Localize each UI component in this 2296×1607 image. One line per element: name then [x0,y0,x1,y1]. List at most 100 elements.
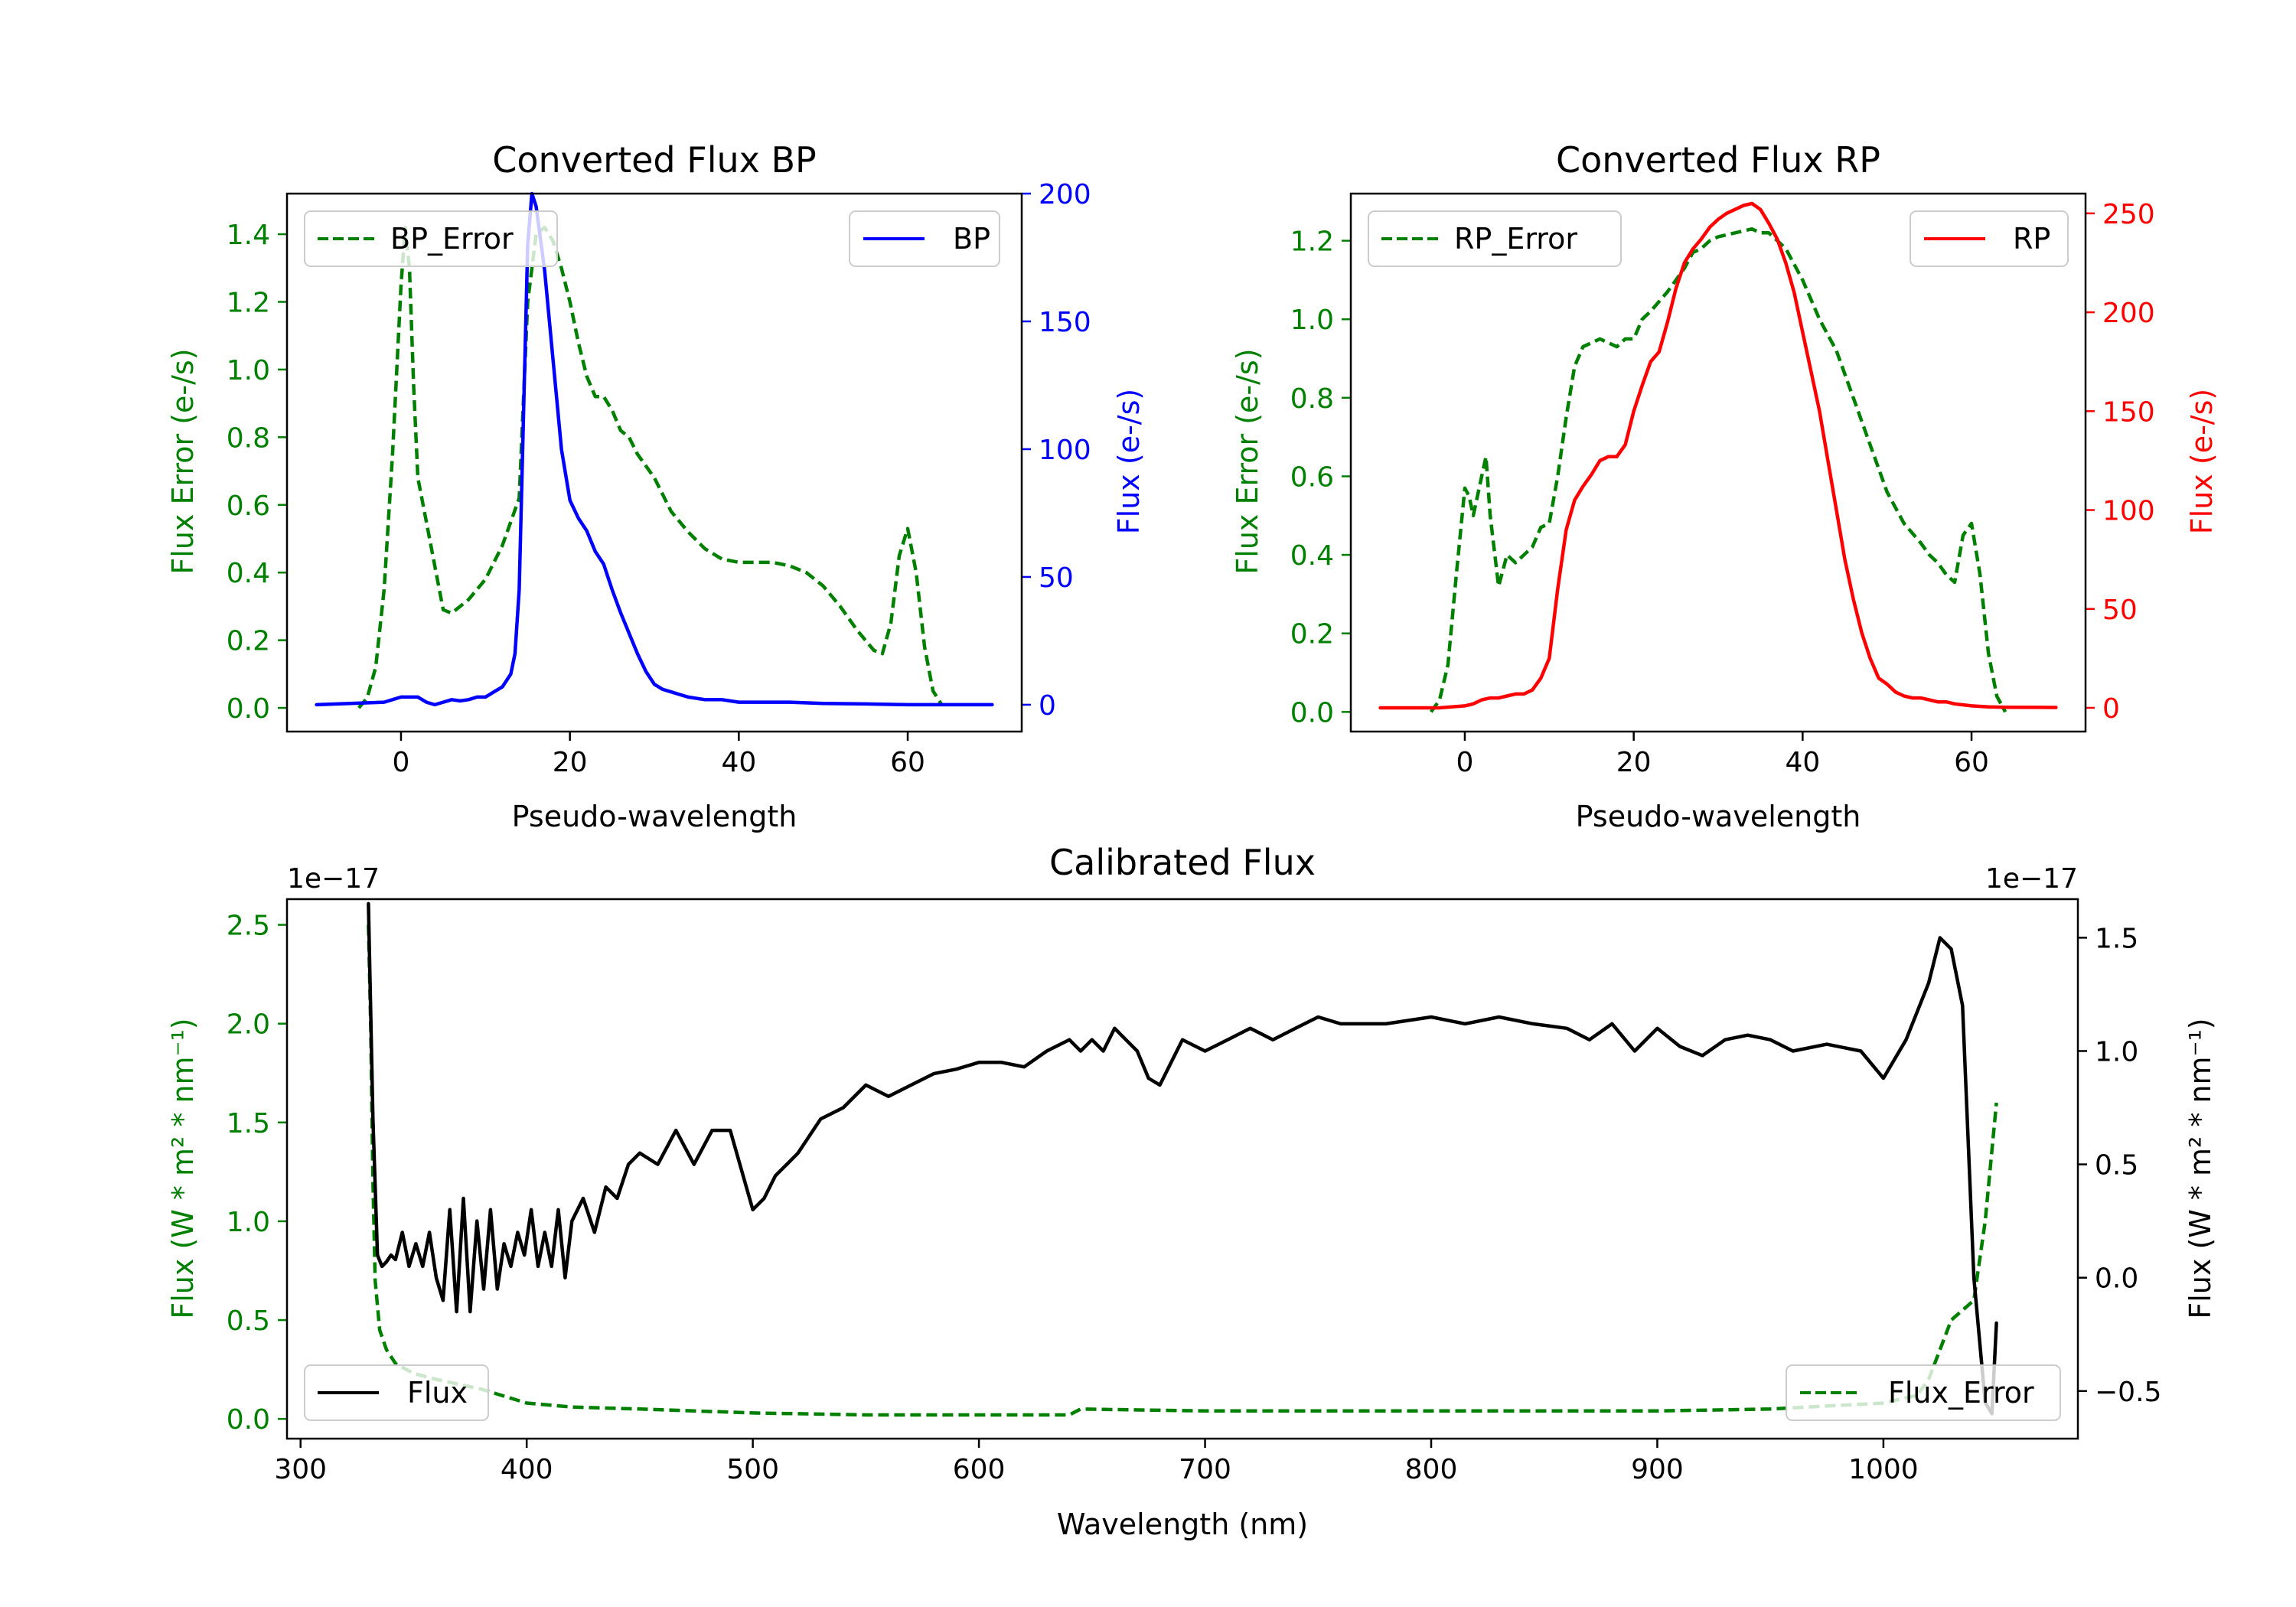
x-tick-label: 600 [953,1454,1006,1485]
x-tick-label: 900 [1631,1454,1684,1485]
left-y-tick-label: 0.0 [1290,697,1334,729]
x-tick-label: 60 [890,747,925,778]
series-line-flux [367,901,1998,1416]
right-y-axis-label: Flux (W * m² * nm⁻¹) [2183,1018,2217,1319]
panel-converted-flux-rp: Converted Flux RP Pseudo-wavelength Flux… [1231,139,2219,833]
right-y-tick-label: 150 [1039,307,1091,338]
left-y-tick-label: 0.0 [227,1404,270,1436]
series-line-bp-error [357,225,944,709]
right-y-tick-label: 1.0 [2095,1036,2138,1068]
left-y-tick-label: 1.0 [1290,305,1334,336]
chart-title: Converted Flux BP [492,139,817,181]
chart-title: Calibrated Flux [1049,842,1316,883]
x-tick-label: 500 [726,1454,779,1485]
legend-box [304,210,558,267]
x-tick-label: 300 [274,1454,327,1485]
right-y-tick-label: 150 [2102,396,2155,428]
series-lines [1378,201,2058,713]
left-y-axis-label: Flux (W * m² * nm⁻¹) [166,1018,200,1319]
x-tick-label: 0 [393,747,410,778]
legend-label: BP [953,222,990,256]
legend-bp-error: BP_Error [304,210,558,267]
axis-ticks: 300 400 500 600 700 800 900 1000 0.0 0.5 1.0 1.5 2.0… [227,911,2162,1485]
plot-frame [1349,192,2087,733]
series-lines [315,191,994,709]
right-y-axis-label: Flux (e-/s) [1112,389,1146,534]
left-y-tick-label: 1.0 [227,1207,270,1238]
right-y-tick-label: 250 [2102,199,2155,230]
series-line-rp-error [1429,227,2007,713]
left-y-tick-label: 0.6 [1290,461,1334,493]
legend-label: RP [2013,222,2050,256]
right-y-tick-label: 1.5 [2095,923,2138,954]
right-y-tick-label: −0.5 [2095,1377,2161,1408]
x-tick-label: 20 [553,747,588,778]
x-tick-label: 700 [1179,1454,1231,1485]
series-line-rp [1378,201,2058,710]
x-tick-label: 0 [1456,747,1474,778]
legend-flux: Flux [304,1364,489,1421]
left-y-tick-label: 1.2 [1290,227,1334,258]
x-tick-label: 40 [1785,747,1820,778]
right-y-tick-label: 50 [1039,562,1074,594]
right-y-tick-label: 100 [2102,496,2155,527]
left-y-tick-label: 0.4 [227,558,270,589]
legend-box [1786,1364,2061,1421]
legend-box [1368,210,1622,267]
x-tick-label: 1000 [1848,1454,1919,1485]
legend-label: RP_Error [1454,222,1577,256]
legend-rp: RP [1910,210,2069,267]
x-tick-label: 60 [1954,747,1989,778]
left-y-tick-label: 0.8 [227,422,270,454]
legend-box [304,1364,489,1421]
right-y-axis-label: Flux (e-/s) [2185,389,2219,534]
x-tick-label: 800 [1405,1454,1458,1485]
left-y-tick-label: 0.2 [1290,619,1334,650]
left-y-tick-label: 1.2 [227,287,270,318]
right-y-tick-label: 0.0 [2095,1263,2138,1295]
left-y-tick-label: 0.2 [227,626,270,657]
left-y-tick-label: 0.4 [1290,540,1334,572]
x-axis-label: Pseudo-wavelength [1576,800,1861,833]
right-offset-text: 1e−17 [1985,863,2078,895]
axis-ticks: 0 20 40 60 0.0 0.2 0.4 0.6 0.8 1.0 1.2 1.4 0 50 100 150… [227,179,1091,778]
series-line-bp [315,191,994,707]
legend-label: Flux [407,1376,468,1410]
left-y-axis-label: Flux Error (e-/s) [166,348,200,574]
right-y-tick-label: 0.5 [2095,1150,2138,1182]
right-y-tick-label: 50 [2102,595,2138,626]
panel-converted-flux-bp: Converted Flux BP Pseudo-wavelength Flux… [166,139,1146,833]
panel-calibrated-flux: Calibrated Flux Wavelength (nm) Flux (W … [166,842,2217,1541]
plot-frame [285,898,2079,1440]
right-y-tick-label: 0 [1039,690,1056,722]
left-offset-text: 1e−17 [287,863,380,895]
left-y-tick-label: 1.4 [227,220,270,251]
legend-flux-error: Flux_Error [1786,1364,2061,1421]
legend-label: BP_Error [390,222,514,256]
left-y-tick-label: 2.5 [227,911,270,942]
left-y-tick-label: 2.0 [227,1009,270,1041]
x-axis-label: Pseudo-wavelength [512,800,797,833]
x-tick-label: 20 [1616,747,1652,778]
right-y-tick-label: 200 [1039,179,1091,210]
x-tick-label: 400 [501,1454,553,1485]
legend-bp: BP [849,210,1000,267]
legend-box [1910,210,2069,267]
x-tick-label: 40 [721,747,756,778]
right-y-tick-label: 0 [2102,693,2120,725]
left-y-tick-label: 1.5 [227,1108,270,1139]
left-y-tick-label: 0.5 [227,1305,270,1337]
chart-title: Converted Flux RP [1556,139,1880,181]
left-y-axis-label: Flux Error (e-/s) [1231,348,1264,574]
left-y-tick-label: 0.6 [227,491,270,522]
right-y-tick-label: 200 [2102,298,2155,329]
plot-frame [285,192,1023,733]
legend-rp-error: RP_Error [1368,210,1622,267]
left-y-tick-label: 1.0 [227,355,270,386]
legend-label: Flux_Error [1888,1376,2034,1410]
left-y-tick-label: 0.8 [1290,383,1334,415]
axis-ticks: 0 20 40 60 0.0 0.2 0.4 0.6 0.8 1.0 1.2 0 50 100 150 200… [1290,199,2155,778]
x-axis-label: Wavelength (nm) [1057,1508,1308,1541]
